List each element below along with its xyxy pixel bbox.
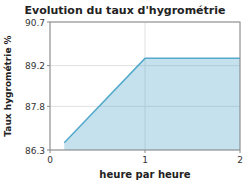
- x-axis-label: heure par heure: [99, 169, 190, 180]
- line: [64, 58, 240, 142]
- tick-label-y: 87.8: [25, 102, 45, 112]
- tick-label-x: 0: [47, 155, 53, 165]
- plot-area: [64, 58, 240, 150]
- tick-x: [240, 150, 241, 153]
- plot-frame: [50, 22, 240, 150]
- tick-label-y: 90.7: [25, 18, 45, 28]
- tick-label-x: 1: [142, 155, 148, 165]
- chart-container: 86.3 87.8 89.2 90.7 0 1 2 Evolution du taux d'h…: [0, 0, 250, 188]
- tick-y: [47, 106, 50, 107]
- tick-label-y: 89.2: [25, 61, 45, 71]
- grid: [50, 22, 240, 150]
- area-fill: [64, 58, 240, 150]
- tick-x: [145, 150, 146, 153]
- chart: 86.3 87.8 89.2 90.7 0 1 2 Evolution du taux d'h…: [0, 0, 250, 188]
- tick-y: [47, 22, 50, 23]
- tick-label-x: 2: [237, 155, 243, 165]
- tick-y: [47, 65, 50, 66]
- title: Evolution du taux d'hygrométrie: [25, 4, 226, 17]
- y-axis-label: Taux hygrométrie %: [3, 35, 13, 136]
- tick-label-y: 86.3: [25, 146, 45, 156]
- tick-x: [50, 150, 51, 153]
